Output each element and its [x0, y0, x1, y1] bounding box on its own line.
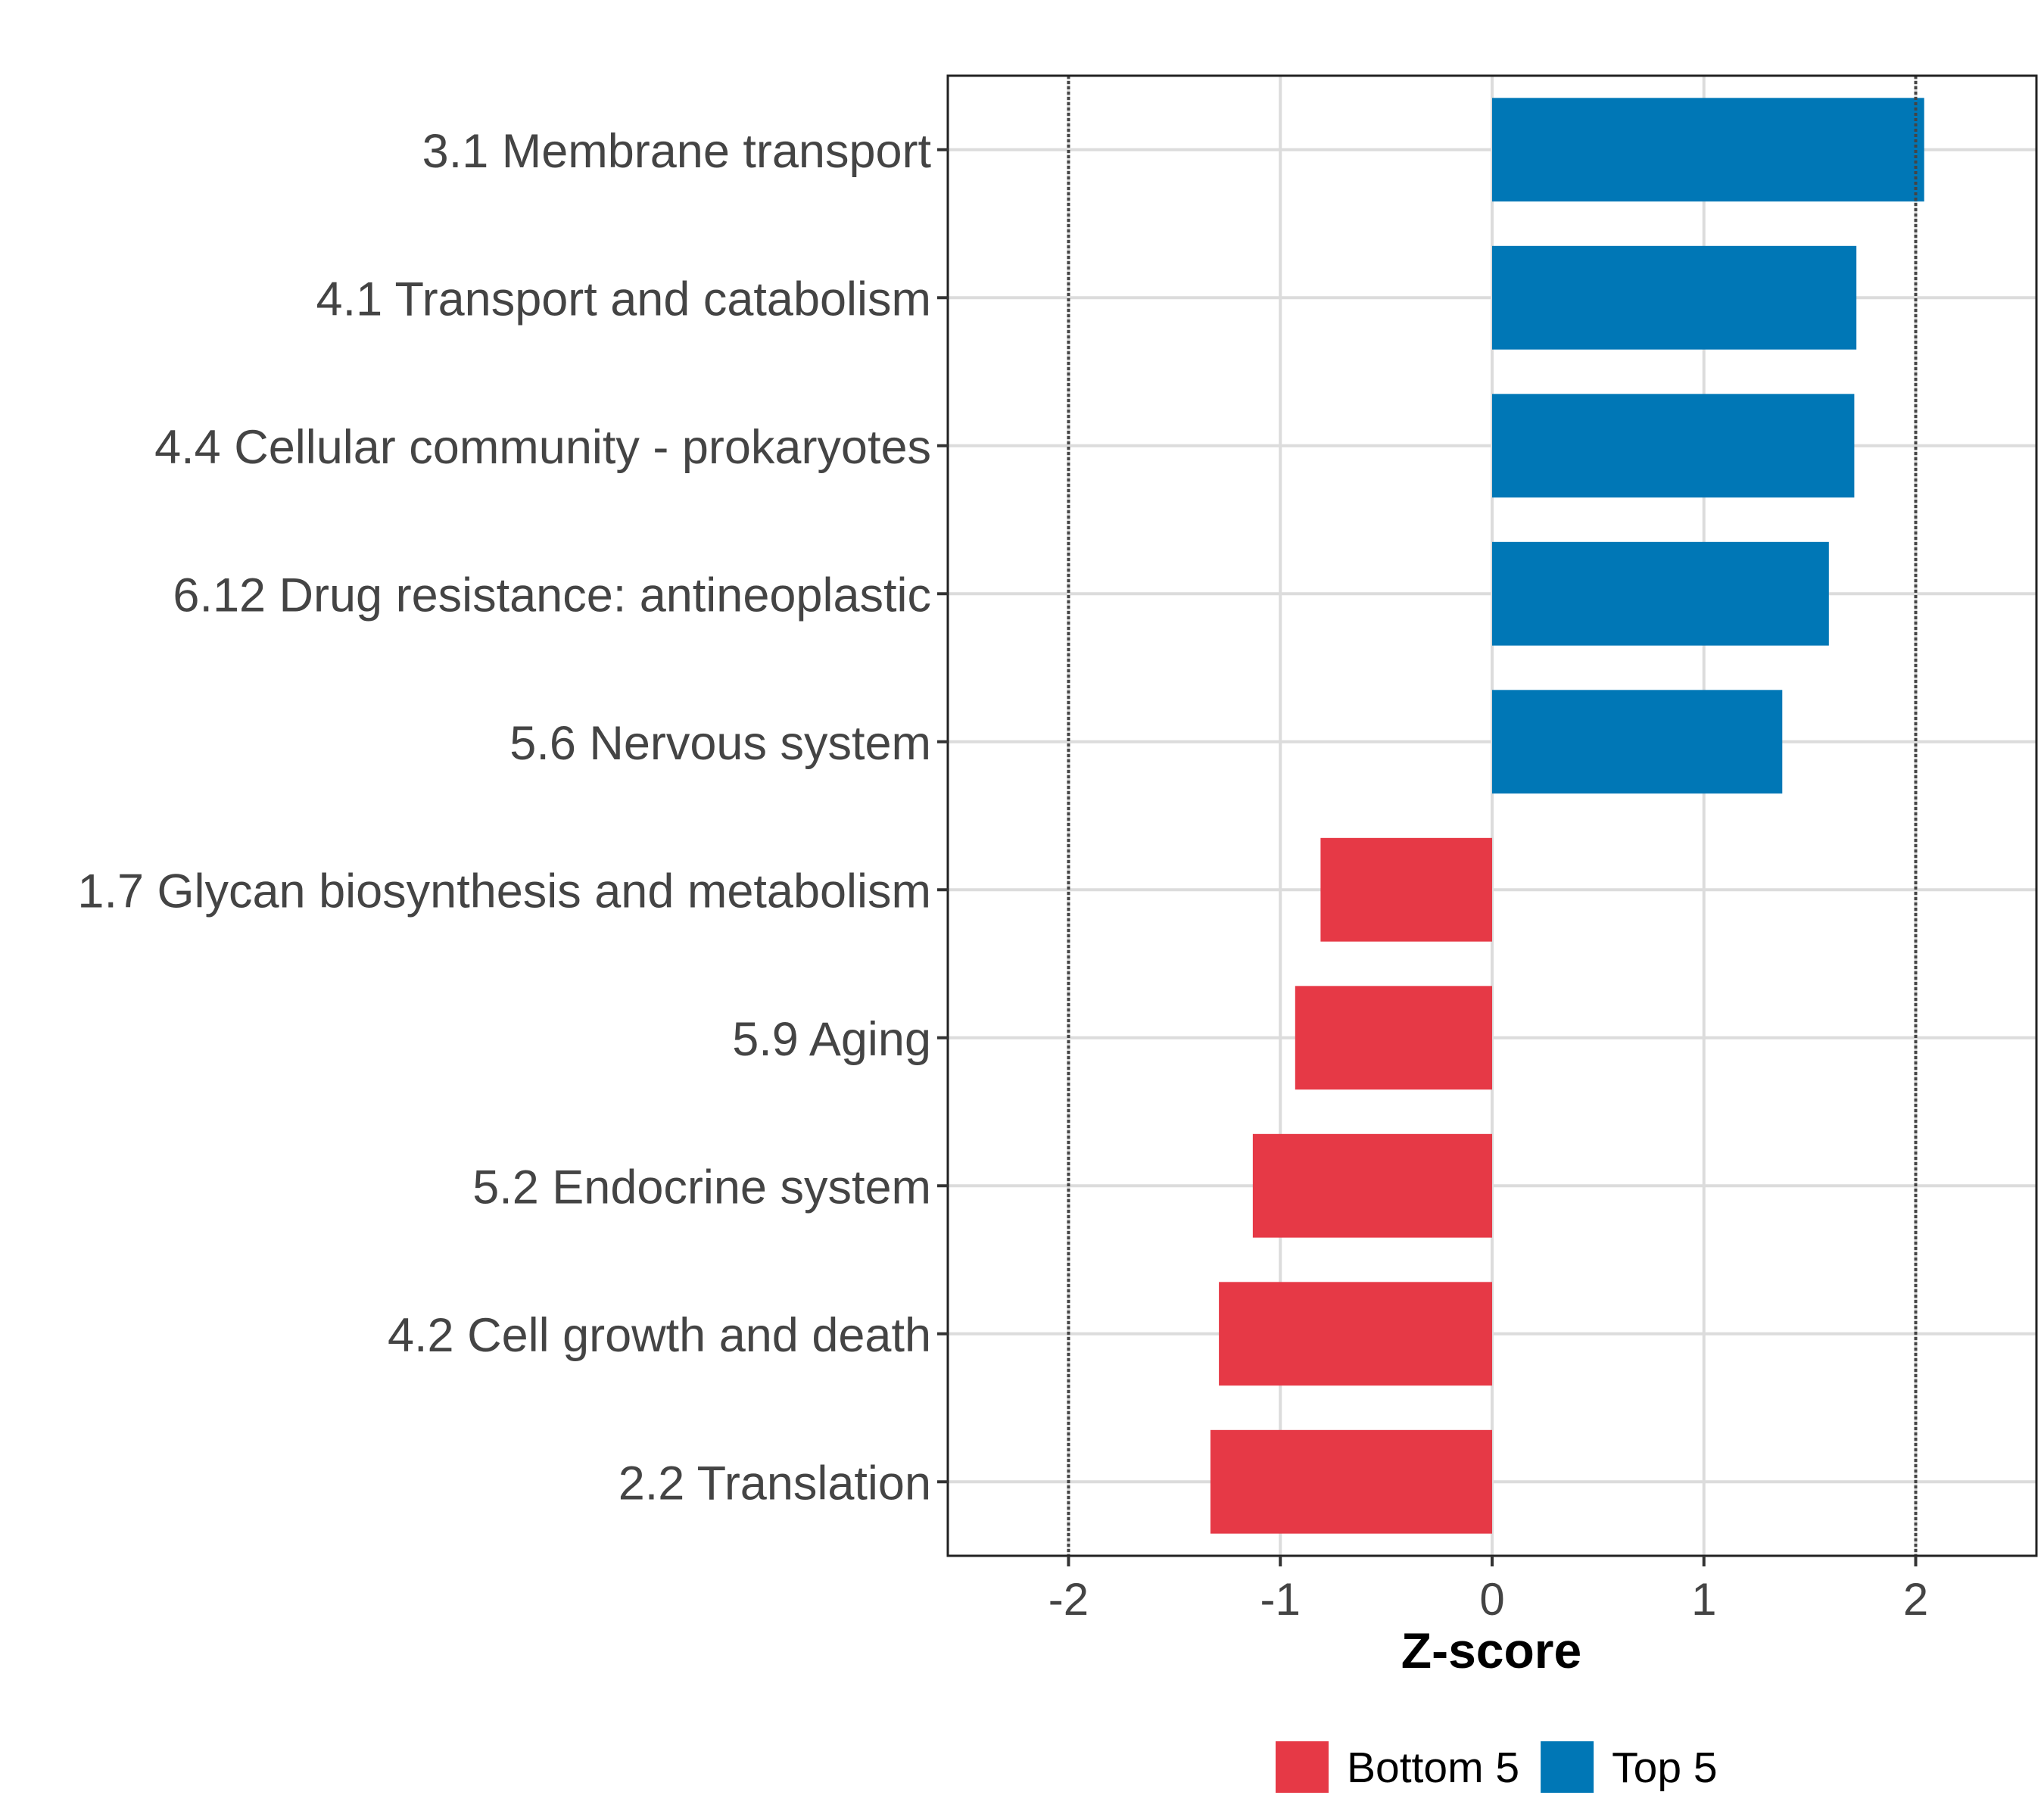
bar [1320, 837, 1492, 942]
x-tick-label: -1 [1260, 1574, 1301, 1625]
bar [1492, 690, 1783, 794]
y-tick-label: 2.2 Translation [618, 1457, 931, 1510]
y-tick-label: 5.2 Endocrine system [472, 1161, 931, 1214]
y-tick-label: 5.9 Aging [732, 1013, 931, 1066]
x-axis: -2 -1 0 1 2 [1048, 1556, 1928, 1625]
bar [1210, 1429, 1492, 1534]
bar [1492, 98, 1924, 202]
bar [1219, 1282, 1492, 1386]
y-tick-label: 4.4 Cellular community - prokaryotes [154, 421, 931, 474]
x-tick-label: 0 [1479, 1574, 1504, 1625]
bar [1252, 1133, 1492, 1238]
x-axis-title: Z-score [1401, 1622, 1581, 1678]
bar [1295, 986, 1492, 1090]
bar [1492, 394, 1855, 498]
x-tick-label: 1 [1691, 1574, 1716, 1625]
y-tick-label: 3.1 Membrane transport [422, 125, 932, 178]
bar [1492, 541, 1829, 646]
legend-label: Top 5 [1612, 1744, 1717, 1792]
y-tick-label: 6.12 Drug resistance: antineoplastic [173, 569, 931, 622]
y-tick-label: 4.1 Transport and catabolism [316, 273, 931, 326]
x-tick-label: 2 [1903, 1574, 1928, 1625]
bars [1210, 98, 1924, 1534]
y-tick-label: 4.2 Cell growth and death [388, 1309, 931, 1362]
y-tick-label: 5.6 Nervous system [509, 717, 931, 770]
legend-key [1541, 1741, 1594, 1793]
y-tick-label: 1.7 Glycan biosynthesis and metabolism [77, 865, 931, 918]
reference-lines [1067, 76, 1918, 1556]
legend-label: Bottom 5 [1347, 1744, 1519, 1792]
x-tick-label: -2 [1048, 1574, 1089, 1625]
legend: Bottom 5 Top 5 [1276, 1741, 1718, 1793]
bar [1492, 245, 1857, 350]
y-axis: 3.1 Membrane transport 4.1 Transport and … [77, 125, 948, 1510]
legend-key [1276, 1741, 1329, 1793]
